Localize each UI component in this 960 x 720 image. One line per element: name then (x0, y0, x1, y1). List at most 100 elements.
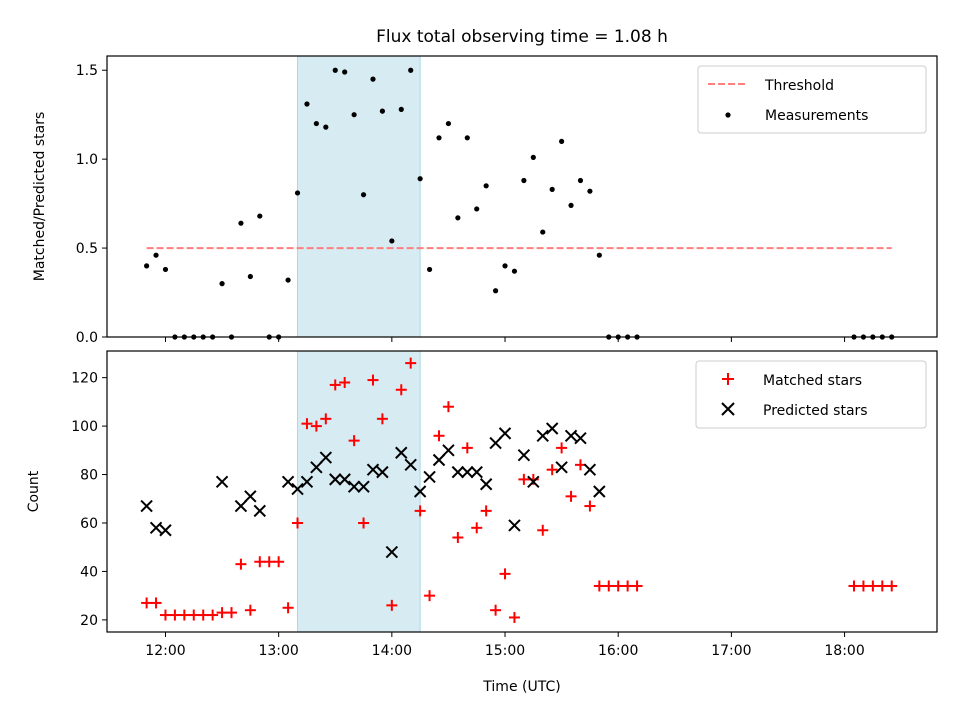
matched-star-points (141, 357, 898, 623)
predicted-star-point (470, 465, 483, 479)
matched-star-point (292, 517, 304, 529)
bottom-legend: Matched stars Predicted stars (695, 360, 927, 429)
matched-star-point (282, 602, 294, 614)
x-tick-label: 12:00 (145, 643, 185, 659)
predicted-star-point (215, 475, 229, 489)
predicted-star-point (234, 499, 248, 513)
matched-star-point (141, 597, 153, 609)
legend-predicted-label: Predicted stars (763, 403, 868, 419)
predicted-star-point (329, 473, 342, 486)
predicted-star-point (498, 427, 512, 440)
measurement-point (502, 263, 508, 269)
predicted-star-point (395, 446, 408, 459)
top-y-tick-label: 0.0 (76, 330, 98, 346)
matched-star-point (159, 609, 171, 621)
matched-star-point (848, 580, 860, 592)
matched-star-point (471, 522, 483, 534)
legend-threshold-label: Threshold (764, 78, 834, 94)
matched-star-point (556, 442, 568, 454)
measurement-point (304, 101, 310, 107)
predicted-star-point (583, 463, 597, 476)
x-tick-label: 13:00 (258, 643, 298, 659)
matched-star-point (565, 490, 577, 502)
x-axis-label: Time (UTC) (482, 679, 560, 695)
measurement-point (549, 186, 555, 192)
matched-star-point (499, 568, 511, 580)
measurement-point (568, 202, 574, 208)
measurement-point (464, 135, 470, 141)
bottom-legend-box (695, 360, 927, 429)
predicted-star-points (140, 422, 606, 559)
predicted-star-point (527, 475, 540, 489)
chart-title: Flux total observing time = 1.08 h (376, 27, 668, 47)
measurement-point (408, 67, 414, 73)
matched-star-point (876, 580, 888, 592)
matched-star-point (301, 418, 313, 430)
predicted-star-point (555, 461, 568, 474)
predicted-star-point (545, 422, 559, 435)
predicted-star-point (442, 444, 455, 457)
predicted-star-point (508, 519, 521, 532)
top-y-tick-label: 1.5 (76, 63, 98, 79)
predicted-star-point (319, 451, 333, 464)
matched-star-point (631, 580, 643, 592)
matched-star-point (178, 609, 190, 621)
predicted-star-point (376, 465, 389, 479)
predicted-star-point (413, 485, 427, 498)
legend-measurements-swatch (725, 112, 731, 118)
x-tick-label: 18:00 (824, 643, 864, 659)
matched-star-point (310, 420, 322, 432)
measurement-point (257, 213, 263, 219)
measurement-point (445, 120, 452, 127)
matched-star-point (320, 413, 332, 425)
measurement-point (342, 69, 348, 75)
measurement-point (219, 281, 225, 287)
matched-star-point (405, 357, 417, 369)
predicted-star-point (291, 482, 304, 496)
matched-star-point (508, 611, 520, 623)
matched-star-point (254, 556, 266, 568)
matched-star-point (367, 374, 379, 386)
predicted-star-point (593, 485, 606, 498)
bottom-axes-frame (106, 350, 938, 633)
predicted-star-point (385, 545, 399, 559)
matched-star-point (235, 558, 247, 570)
measurement-point (313, 120, 319, 127)
matched-star-point (339, 376, 351, 388)
measurement-point (492, 288, 499, 294)
measurement-point (426, 266, 433, 273)
predicted-star-point (564, 429, 578, 442)
measurement-point (351, 112, 357, 118)
predicted-star-point (366, 463, 380, 476)
matched-star-point (273, 556, 285, 568)
predicted-star-point (461, 465, 474, 479)
measurement-point (474, 206, 480, 212)
matched-star-point (169, 609, 181, 621)
predicted-star-point (536, 429, 549, 442)
measurement-point (483, 183, 489, 189)
measurement-point (379, 108, 386, 114)
bottom-y-tick-label: 120 (71, 371, 98, 387)
bottom-y-tick-label: 40 (80, 564, 98, 580)
predicted-star-point (300, 475, 314, 489)
measurement-point (370, 76, 376, 82)
predicted-star-point (338, 473, 351, 486)
predicted-star-point (404, 458, 417, 472)
matched-star-point (612, 580, 624, 592)
matched-star-point (857, 580, 869, 592)
x-tick-label: 16:00 (598, 643, 638, 659)
legend-matched-swatch (722, 373, 734, 385)
bottom-axes: 12:00 13:00 14:00 15:00 16:00 17:00 18:00 20 40 6… (71, 350, 938, 659)
matched-star-point (188, 609, 200, 621)
measurement-point (587, 188, 593, 194)
matched-star-point (452, 532, 464, 544)
matched-star-point (461, 442, 473, 454)
measurement-point (332, 67, 338, 73)
measurement-point (398, 106, 404, 112)
matched-star-point (546, 464, 558, 476)
matched-star-point (244, 604, 256, 616)
measurement-point (521, 177, 527, 184)
predicted-star-point (244, 490, 257, 503)
matched-star-point (433, 430, 445, 442)
